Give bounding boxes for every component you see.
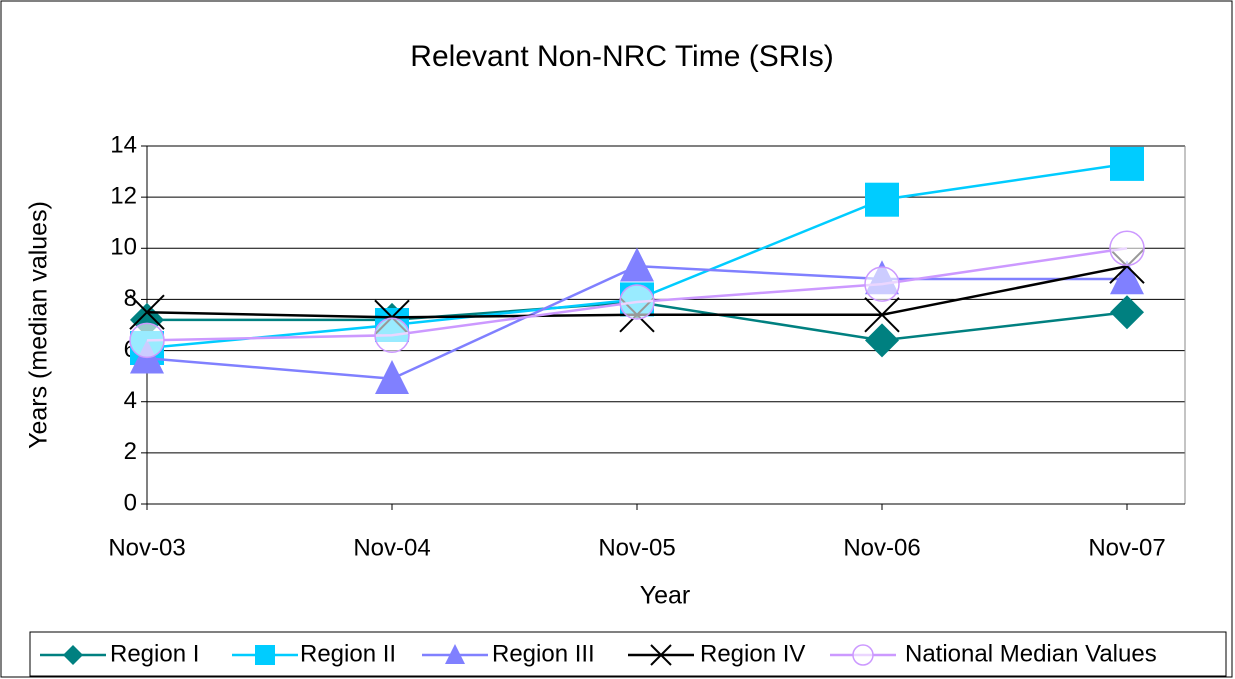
marker [650, 644, 672, 666]
x-tick-label: Nov-07 [1088, 534, 1165, 561]
x-tick-label: Nov-06 [843, 534, 920, 561]
y-tick-label: 8 [124, 285, 137, 312]
marker [375, 360, 409, 394]
y-tick-label: 10 [110, 234, 137, 261]
marker [1110, 146, 1144, 181]
y-tick-label: 2 [124, 438, 137, 465]
legend-label: Region II [300, 640, 396, 667]
x-tick-label: Nov-03 [108, 534, 185, 561]
y-tick-label: 14 [110, 131, 137, 158]
marker [63, 645, 83, 665]
marker [129, 294, 165, 330]
marker [129, 322, 165, 359]
chart-title: Relevant Non-NRC Time (SRIs) [410, 40, 833, 73]
y-axis-label: Years (median values) [25, 201, 53, 449]
marker [619, 284, 655, 320]
marker [864, 297, 900, 333]
marker [1110, 295, 1144, 330]
marker [255, 645, 275, 665]
x-tick-label: Nov-05 [598, 534, 675, 561]
legend-label: National Median Values [905, 640, 1157, 667]
legend-label: Region III [492, 640, 595, 667]
x-axis-label: Year [640, 582, 691, 610]
y-tick-label: 4 [124, 387, 137, 414]
marker [374, 317, 410, 353]
marker [1109, 230, 1145, 267]
marker [620, 247, 654, 282]
legend-label: Region IV [700, 640, 805, 667]
x-tick-label: Nov-04 [353, 534, 430, 561]
marker [852, 644, 874, 666]
marker [864, 266, 900, 302]
y-tick-label: 0 [124, 489, 137, 516]
marker [445, 644, 465, 664]
marker [865, 182, 899, 217]
marker [1110, 260, 1144, 295]
y-tick-label: 12 [110, 182, 137, 209]
legend-label: Region I [110, 640, 199, 667]
marker [865, 323, 899, 358]
